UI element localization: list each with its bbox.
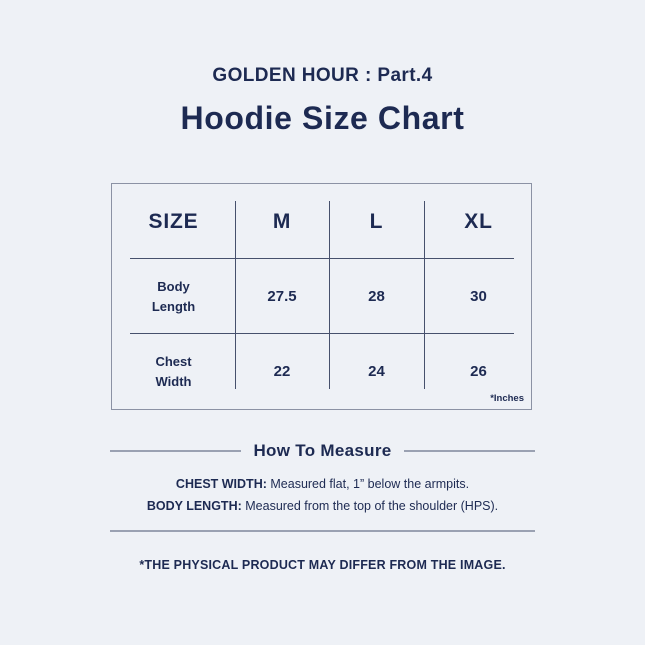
heading-rule-right — [403, 450, 535, 452]
measure-line-body-length: BODY LENGTH: Measured from the top of th… — [0, 495, 645, 517]
chest-width-m: 22 — [273, 363, 291, 380]
chest-width-l: 24 — [368, 363, 385, 380]
how-to-measure-heading: How To Measure — [253, 441, 392, 460]
body-length-xl: 30 — [470, 288, 487, 305]
row-label-chest-width: Chest Width — [112, 334, 235, 409]
footer-divider — [110, 530, 535, 532]
row-label-text: Chest Width — [155, 354, 192, 389]
measure-term: BODY LENGTH: — [146, 499, 242, 513]
page-title: Hoodie Size Chart — [180, 100, 465, 136]
measure-line-chest-width: CHEST WIDTH: Measured flat, 1” below the… — [0, 473, 645, 495]
column-header-l: L — [369, 209, 384, 233]
how-to-measure-header: How To Measure — [110, 441, 535, 461]
table-column-divider — [329, 201, 330, 389]
table-row-divider — [130, 333, 514, 334]
measure-description: Measured from the top of the shoulder (H… — [245, 499, 499, 513]
measure-instructions: CHEST WIDTH: Measured flat, 1” below the… — [0, 473, 645, 517]
size-table: SIZE M L XL Body Length 27.5 28 30 Chest… — [111, 183, 532, 410]
disclaimer-text: *THE PHYSICAL PRODUCT MAY DIFFER FROM TH… — [139, 558, 506, 572]
measure-description: Measured flat, 1” below the armpits. — [270, 477, 470, 491]
body-length-m: 27.5 — [267, 288, 297, 305]
table-column-divider — [235, 201, 236, 389]
table-row-divider — [130, 258, 514, 259]
measure-term: CHEST WIDTH: — [175, 477, 267, 491]
unit-note: *Inches — [490, 393, 524, 404]
heading-rule-left — [110, 450, 242, 452]
table-column-divider — [424, 201, 425, 389]
collection-title: GOLDEN HOUR : Part.4 — [212, 65, 433, 86]
column-header-size: SIZE — [148, 209, 199, 233]
chest-width-xl: 26 — [470, 363, 487, 380]
row-label-text: Body Length — [151, 279, 196, 314]
column-header-m: M — [272, 209, 292, 233]
body-length-l: 28 — [368, 288, 385, 305]
row-label-body-length: Body Length — [112, 259, 235, 334]
column-header-xl: XL — [464, 209, 493, 233]
